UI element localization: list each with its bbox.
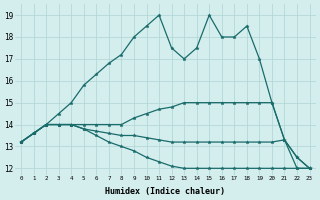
X-axis label: Humidex (Indice chaleur): Humidex (Indice chaleur) <box>105 187 225 196</box>
